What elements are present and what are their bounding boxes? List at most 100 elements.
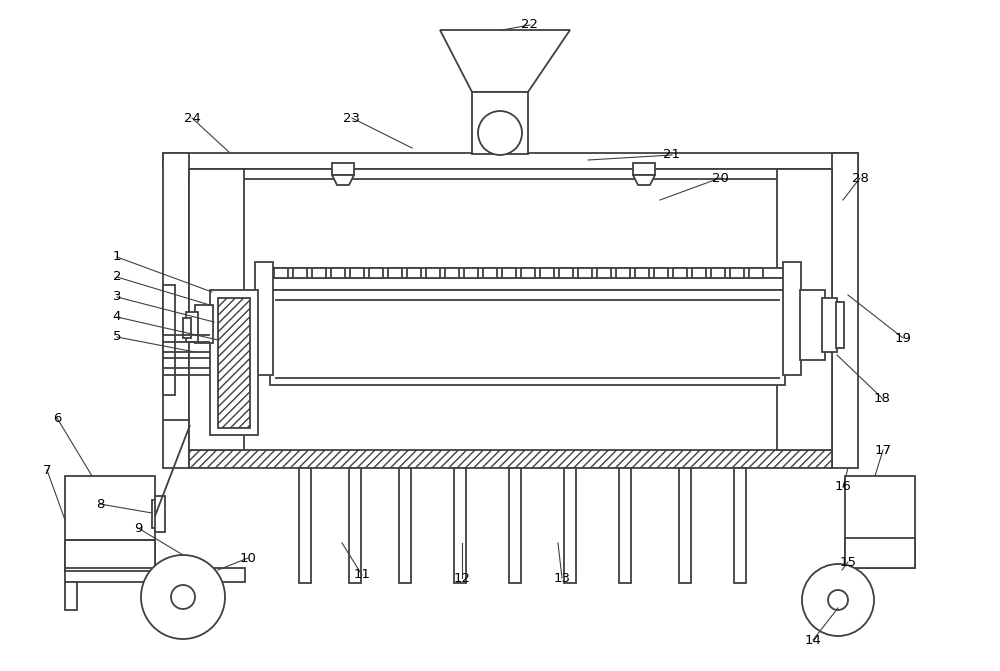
Bar (218, 298, 250, 428)
Text: 15: 15 (840, 556, 856, 568)
Bar (597, 268, 611, 278)
Bar (832, 153, 858, 468)
Bar (255, 262, 273, 375)
Text: 11: 11 (354, 568, 370, 582)
Text: 28: 28 (852, 172, 868, 185)
Bar (445, 268, 459, 278)
Bar (654, 268, 668, 278)
Bar (845, 538, 915, 568)
Text: 10: 10 (240, 552, 256, 564)
Bar (673, 268, 687, 278)
Bar (845, 476, 915, 568)
Circle shape (828, 590, 848, 610)
Text: 17: 17 (874, 444, 892, 456)
Text: 18: 18 (874, 391, 890, 405)
Bar (183, 318, 191, 338)
Text: 9: 9 (134, 521, 142, 535)
Bar (388, 268, 402, 278)
Circle shape (802, 564, 874, 636)
Text: 4: 4 (113, 311, 121, 323)
Bar (426, 268, 440, 278)
Bar (464, 268, 478, 278)
Bar (65, 540, 155, 571)
Bar (399, 468, 411, 583)
Text: 12: 12 (454, 572, 471, 584)
Bar (521, 268, 535, 278)
Bar (65, 568, 245, 582)
Text: 8: 8 (96, 497, 104, 511)
Bar (633, 163, 655, 175)
Bar (189, 450, 832, 468)
Bar (65, 476, 155, 571)
Text: 1: 1 (113, 250, 121, 264)
Text: 3: 3 (113, 291, 121, 303)
Text: 6: 6 (53, 411, 61, 425)
Bar (483, 268, 497, 278)
Bar (635, 268, 649, 278)
Bar (730, 268, 744, 278)
Bar (163, 285, 175, 395)
Bar (734, 468, 746, 583)
Bar (619, 468, 631, 583)
Bar (783, 262, 801, 375)
Bar (210, 290, 258, 435)
Bar (777, 169, 832, 450)
Text: 5: 5 (113, 331, 121, 344)
Bar (616, 268, 630, 278)
Polygon shape (633, 175, 655, 185)
Bar (163, 153, 189, 468)
Text: 24: 24 (184, 111, 200, 125)
Bar (350, 268, 364, 278)
Bar (692, 268, 706, 278)
Polygon shape (332, 175, 354, 185)
Bar (274, 268, 288, 278)
Bar (331, 268, 345, 278)
Bar (312, 268, 326, 278)
Bar (332, 163, 354, 175)
Text: 13: 13 (554, 572, 570, 584)
Bar (163, 153, 858, 169)
Text: 14: 14 (805, 633, 821, 646)
Polygon shape (440, 30, 570, 92)
Bar (155, 496, 165, 532)
Text: 20: 20 (712, 172, 728, 185)
Text: 21: 21 (664, 148, 680, 162)
Bar (749, 268, 763, 278)
Bar (564, 468, 576, 583)
Bar (509, 468, 521, 583)
Text: 22: 22 (522, 19, 538, 32)
Bar (293, 268, 307, 278)
Text: 16: 16 (835, 480, 851, 493)
Bar (189, 169, 244, 450)
Bar (836, 302, 844, 348)
Bar (679, 468, 691, 583)
Text: 2: 2 (113, 270, 121, 284)
Bar (270, 268, 785, 278)
Bar (195, 305, 213, 343)
Text: 19: 19 (895, 331, 911, 344)
Bar (270, 278, 785, 290)
Text: 23: 23 (344, 111, 360, 125)
Bar (369, 268, 383, 278)
Bar (540, 268, 554, 278)
Bar (407, 268, 421, 278)
Bar (270, 290, 785, 385)
Bar (800, 290, 825, 360)
Bar (822, 298, 837, 352)
Bar (299, 468, 311, 583)
Bar (65, 582, 77, 610)
Bar (186, 312, 198, 342)
Bar (189, 169, 832, 179)
Bar (152, 500, 164, 528)
Circle shape (478, 111, 522, 155)
Bar (711, 268, 725, 278)
Bar (454, 468, 466, 583)
Bar (349, 468, 361, 583)
Bar (502, 268, 516, 278)
Bar (578, 268, 592, 278)
Circle shape (171, 585, 195, 609)
Circle shape (141, 555, 225, 639)
Bar (559, 268, 573, 278)
Text: 7: 7 (43, 464, 51, 476)
Bar (472, 92, 528, 154)
